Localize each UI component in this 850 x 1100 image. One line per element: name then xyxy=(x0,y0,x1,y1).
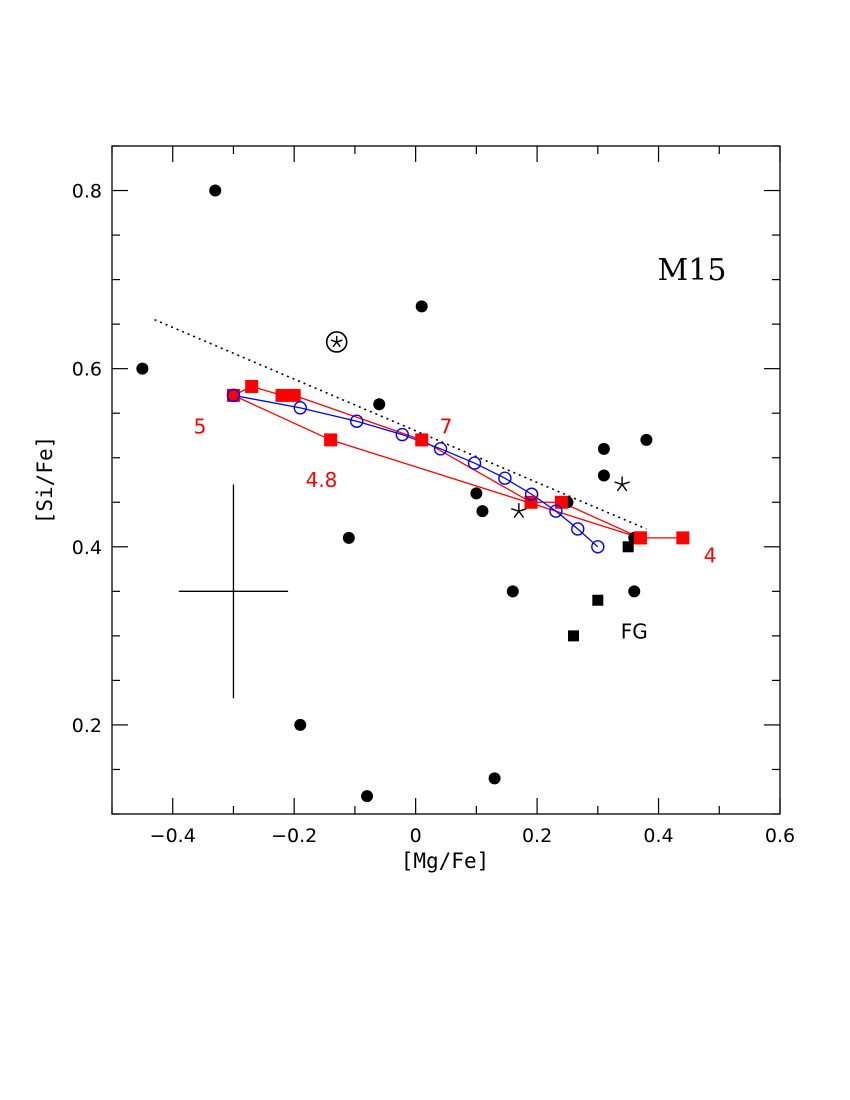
annotation-label: 5 xyxy=(194,415,207,439)
x-tick-label: 0 xyxy=(410,825,422,847)
y-tick-label: 0.2 xyxy=(72,715,102,737)
error-bar xyxy=(178,484,289,699)
blue-open-circle-point xyxy=(395,427,409,442)
data-point xyxy=(136,362,149,375)
axis-tick-labels: −0.4 −0.2 0 0.2 0.4 0.6 0.2 0.4 0.6 0.8 xyxy=(72,181,795,847)
square-point xyxy=(592,594,604,606)
blue-open-circle-point xyxy=(467,456,482,470)
data-point xyxy=(506,585,519,598)
reference-dotted-line xyxy=(154,318,647,530)
annotation-label: 7 xyxy=(440,415,453,439)
blue-open-circle-point xyxy=(591,540,605,554)
circled-star-point xyxy=(330,335,343,348)
x-tick-label: −0.2 xyxy=(271,825,317,847)
y-axis-label: [Si/Fe] xyxy=(33,436,57,525)
annotations: 5 7 4.8 4 FG xyxy=(194,415,717,644)
red-model-line xyxy=(231,385,683,539)
data-point xyxy=(488,772,501,785)
data-point xyxy=(373,398,386,411)
data-point xyxy=(640,433,653,446)
chart-title: M15 xyxy=(658,253,727,288)
red-square-point xyxy=(226,388,240,402)
red-square-point xyxy=(245,379,259,393)
x-tick-label: −0.4 xyxy=(150,825,196,847)
red-square-point xyxy=(676,531,690,545)
x-tick-label: 0.2 xyxy=(522,825,552,847)
blue-open-circle-point xyxy=(549,504,563,518)
annotation-label: FG xyxy=(621,619,648,643)
blue-model-line xyxy=(233,394,599,548)
square-point xyxy=(568,630,580,642)
data-point xyxy=(361,790,374,803)
star-point xyxy=(511,503,527,519)
data-point xyxy=(294,718,307,731)
blue-open-circle-point xyxy=(524,487,539,501)
blue-open-circle-point xyxy=(293,401,307,415)
red-square-point xyxy=(324,433,338,447)
data-points xyxy=(136,184,690,803)
plot-frame xyxy=(111,145,781,815)
circled-star-ring xyxy=(325,331,348,353)
blue-open-circle-point xyxy=(433,442,448,456)
red-square-point xyxy=(633,531,647,545)
red-square-point xyxy=(415,433,429,447)
data-point xyxy=(597,442,610,455)
blue-open-circle-point xyxy=(498,471,512,485)
plot-border xyxy=(111,145,781,815)
x-axis-label: [Mg/Fe] xyxy=(401,849,490,873)
red-square-point xyxy=(287,388,301,402)
y-tick-label: 0.4 xyxy=(72,537,102,559)
red-square-point xyxy=(275,388,289,402)
red-square-point xyxy=(554,495,568,509)
x-tick-label: 0.6 xyxy=(765,825,795,847)
blue-open-circle-point xyxy=(350,414,364,428)
data-point xyxy=(628,585,641,598)
axis-ticks xyxy=(111,145,781,815)
blue-open-circle-point xyxy=(226,388,241,403)
data-point xyxy=(597,469,610,482)
data-point xyxy=(342,531,355,544)
annotation-label: 4 xyxy=(704,544,717,568)
square-point xyxy=(622,541,634,553)
data-point xyxy=(415,300,428,313)
star-point xyxy=(614,476,630,492)
data-point xyxy=(476,505,489,518)
annotation-label: 4.8 xyxy=(306,468,338,492)
y-tick-label: 0.6 xyxy=(72,359,102,381)
blue-open-circle-point xyxy=(571,522,585,536)
data-point xyxy=(209,184,222,197)
data-point xyxy=(470,487,483,500)
y-tick-label: 0.8 xyxy=(72,181,102,203)
x-tick-label: 0.4 xyxy=(643,825,673,847)
